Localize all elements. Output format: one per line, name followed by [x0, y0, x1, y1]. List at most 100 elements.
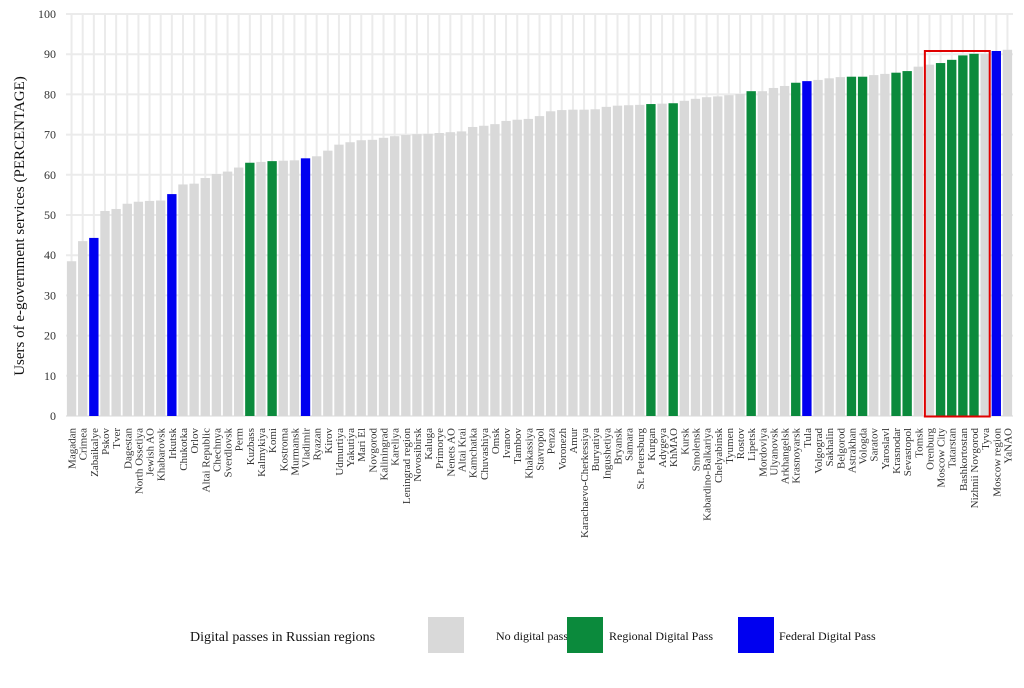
x-tick-label: KhMAO: [668, 428, 680, 467]
x-tick-label: Magadan: [67, 428, 79, 469]
bar: [713, 96, 723, 416]
highlight-box: [923, 50, 991, 418]
bar: [891, 72, 901, 416]
x-tick-label: Khakassiya: [523, 428, 535, 479]
x-tick-label: Buryatiya: [590, 428, 602, 471]
x-tick-label: Samara: [624, 428, 636, 461]
x-tick-label: Udmurtiya: [334, 428, 346, 476]
x-tick-label: Chukotka: [178, 428, 190, 471]
bar: [724, 95, 734, 416]
x-tick-label: St. Petersburg: [635, 428, 647, 490]
x-tick-label: Perm: [234, 428, 246, 452]
x-tick-label: Altai Republic: [200, 428, 212, 493]
legend-label: Federal Digital Pass: [779, 629, 876, 643]
bar: [401, 135, 411, 416]
bar: [1002, 49, 1013, 416]
x-tick-label: Kirov: [323, 428, 335, 454]
x-tick-label: Moscow region: [991, 428, 1003, 497]
bar: [668, 103, 678, 416]
x-tick-label: Chelyabinsk: [713, 428, 725, 483]
bar: [947, 59, 957, 416]
x-tick-label: Ingushetiya: [601, 428, 613, 479]
x-tick-label: Krasnodar: [891, 428, 903, 474]
x-tick-label: Krasnoyarsk: [791, 428, 803, 484]
legend-label: Regional Digital Pass: [609, 629, 713, 643]
x-tick-label: Primorye: [434, 428, 446, 469]
bar: [189, 183, 199, 416]
bar: [323, 150, 333, 416]
bar: [902, 71, 912, 417]
bar: [289, 160, 300, 416]
x-tick-label: Kaluga: [423, 428, 435, 460]
bar: [245, 162, 255, 416]
x-tick-label: Kurgan: [646, 428, 658, 461]
bar: [178, 184, 188, 416]
x-tick-label: Altai Krai: [457, 428, 469, 472]
bar: [690, 98, 701, 417]
x-tick-label: Jewish AO: [145, 428, 157, 476]
x-tick-label: Adygeya: [657, 428, 669, 468]
bar: [857, 76, 868, 416]
x-tick-label: Chuvashiya: [479, 428, 491, 480]
y-tick-label: 90: [44, 47, 56, 61]
bar: [735, 93, 745, 417]
bar: [356, 140, 366, 416]
x-tick-label: Orenburg: [924, 428, 936, 470]
x-tick-label: Ulyanovsk: [768, 428, 780, 476]
y-axis-ticks: 0 10 20 30 40 50 60 70 80 90 100: [38, 7, 56, 423]
x-tick-label: Lipetsk: [746, 428, 758, 461]
bar: [490, 124, 500, 416]
y-tick-label: 40: [44, 248, 56, 262]
x-tick-label: Sevastopol: [902, 428, 914, 476]
x-tick-label: Karachaevo-Cherkessiya: [579, 428, 591, 538]
x-tick-label: Stavropol: [535, 428, 547, 471]
y-tick-label: 10: [44, 369, 56, 383]
x-tick-label: Leningrad region: [401, 428, 413, 505]
y-tick-label: 80: [44, 87, 56, 101]
x-tick-label: Ivanov: [501, 428, 513, 459]
bar: [746, 91, 756, 417]
x-tick-label: Sakhalin: [824, 428, 836, 467]
bar: [211, 173, 222, 416]
bar: [345, 142, 355, 416]
x-tick-label: Chechnya: [211, 428, 223, 472]
bar: [167, 194, 177, 416]
x-tick-label: Bryansk: [612, 428, 624, 465]
x-tick-label: Moscow City: [936, 428, 948, 488]
x-axis-ticks: Magadan Crimea Zabaikalye Pskov Tver Dagestan…: [67, 428, 1015, 538]
bar: [278, 160, 288, 416]
bar: [757, 91, 768, 417]
x-tick-label: Yaroslavl: [880, 428, 892, 470]
x-tick-label: Kalmykiya: [256, 428, 268, 477]
x-tick-label: Tula: [802, 428, 814, 448]
bar: [579, 109, 589, 417]
x-tick-label: Vologda: [858, 428, 870, 465]
y-axis-title: Users of e-government services (PERCENTA…: [12, 76, 28, 376]
bar: [66, 261, 77, 416]
bar: [824, 78, 834, 416]
bar: [479, 125, 489, 417]
bar: [880, 73, 890, 416]
legend-title: Digital passes in Russian regions: [190, 630, 375, 645]
bar: [791, 82, 801, 416]
x-tick-label: Saratov: [869, 428, 881, 462]
x-tick-label: Kaliningrad: [379, 428, 391, 481]
x-tick-label: Kamchatka: [468, 428, 480, 478]
x-tick-label: Tver: [111, 428, 123, 449]
bar: [89, 237, 99, 416]
bar: [389, 136, 400, 416]
bar: [969, 53, 979, 416]
bar: [958, 55, 968, 416]
y-tick-label: 70: [44, 128, 56, 142]
x-tick-label: Zabaikalye: [89, 428, 101, 477]
x-tick-label: Tatarstan: [947, 428, 959, 469]
bar: [300, 158, 311, 416]
bar: [78, 241, 88, 416]
x-tick-label: Novosibirsk: [412, 428, 424, 482]
bar: [111, 208, 121, 416]
x-tick-label: Khabarovsk: [156, 428, 168, 482]
x-tick-label: Tambov: [512, 428, 524, 464]
bar: [311, 156, 322, 417]
bar: [122, 203, 132, 416]
